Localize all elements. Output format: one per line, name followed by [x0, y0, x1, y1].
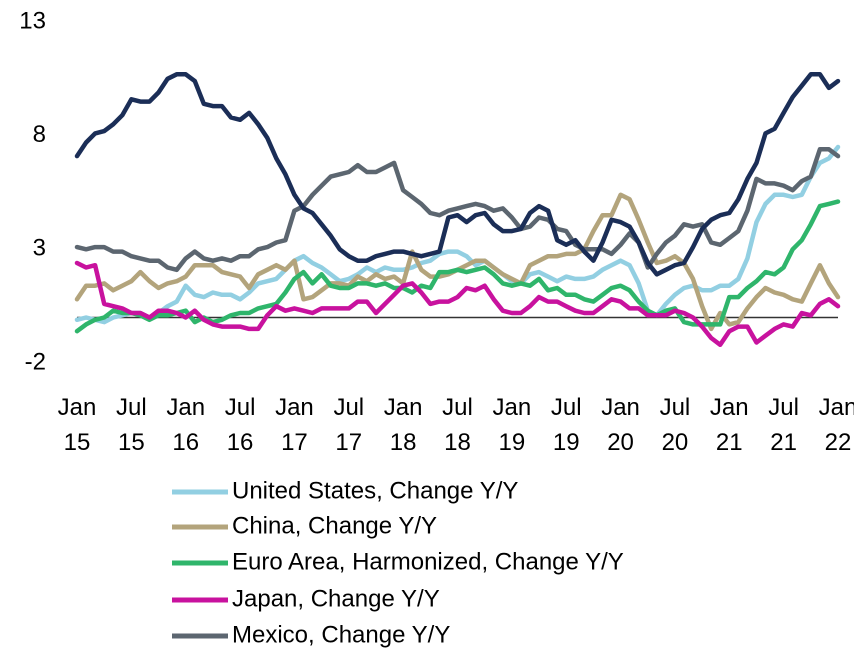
x-tick-label: Jul 19	[550, 394, 582, 456]
x-tick-label: Jul 20	[659, 394, 691, 456]
legend-label: China, Change Y/Y	[232, 512, 437, 539]
x-tick-label: Jan 19	[492, 394, 532, 456]
x-tick-label: Jul 18	[442, 394, 473, 456]
x-tick-label: Jan 17	[275, 394, 314, 456]
y-tick-label: 8	[33, 121, 46, 148]
x-tick-label: Jan 20	[601, 394, 640, 456]
x-tick-label: Jan 15	[57, 394, 97, 456]
y-tick-label: 13	[19, 7, 46, 34]
y-tick-label: -2	[25, 348, 46, 375]
x-tick-label: Jan 16	[166, 394, 206, 456]
x-tick-label: Jul 21	[768, 394, 799, 456]
x-tick-label: Jul 15	[116, 394, 147, 456]
legend-label: Euro Area, Harmonized, Change Y/Y	[232, 548, 624, 575]
series-line	[74, 147, 841, 273]
x-tick-label: Jul 16	[224, 394, 256, 456]
legend-label: Mexico, Change Y/Y	[232, 621, 450, 648]
legend-label: United States, Change Y/Y	[232, 477, 518, 504]
y-tick-label: 3	[33, 235, 46, 262]
x-tick-label: Jul 17	[333, 394, 365, 456]
x-tick-label: Jan 18	[383, 394, 423, 456]
series-line	[74, 260, 841, 348]
x-tick-label: Jan 21	[709, 394, 749, 456]
series-line	[74, 144, 841, 325]
legend-label: Japan, Change Y/Y	[232, 585, 440, 612]
series-line	[74, 72, 841, 277]
x-tick-label: Jan 22	[818, 394, 854, 456]
